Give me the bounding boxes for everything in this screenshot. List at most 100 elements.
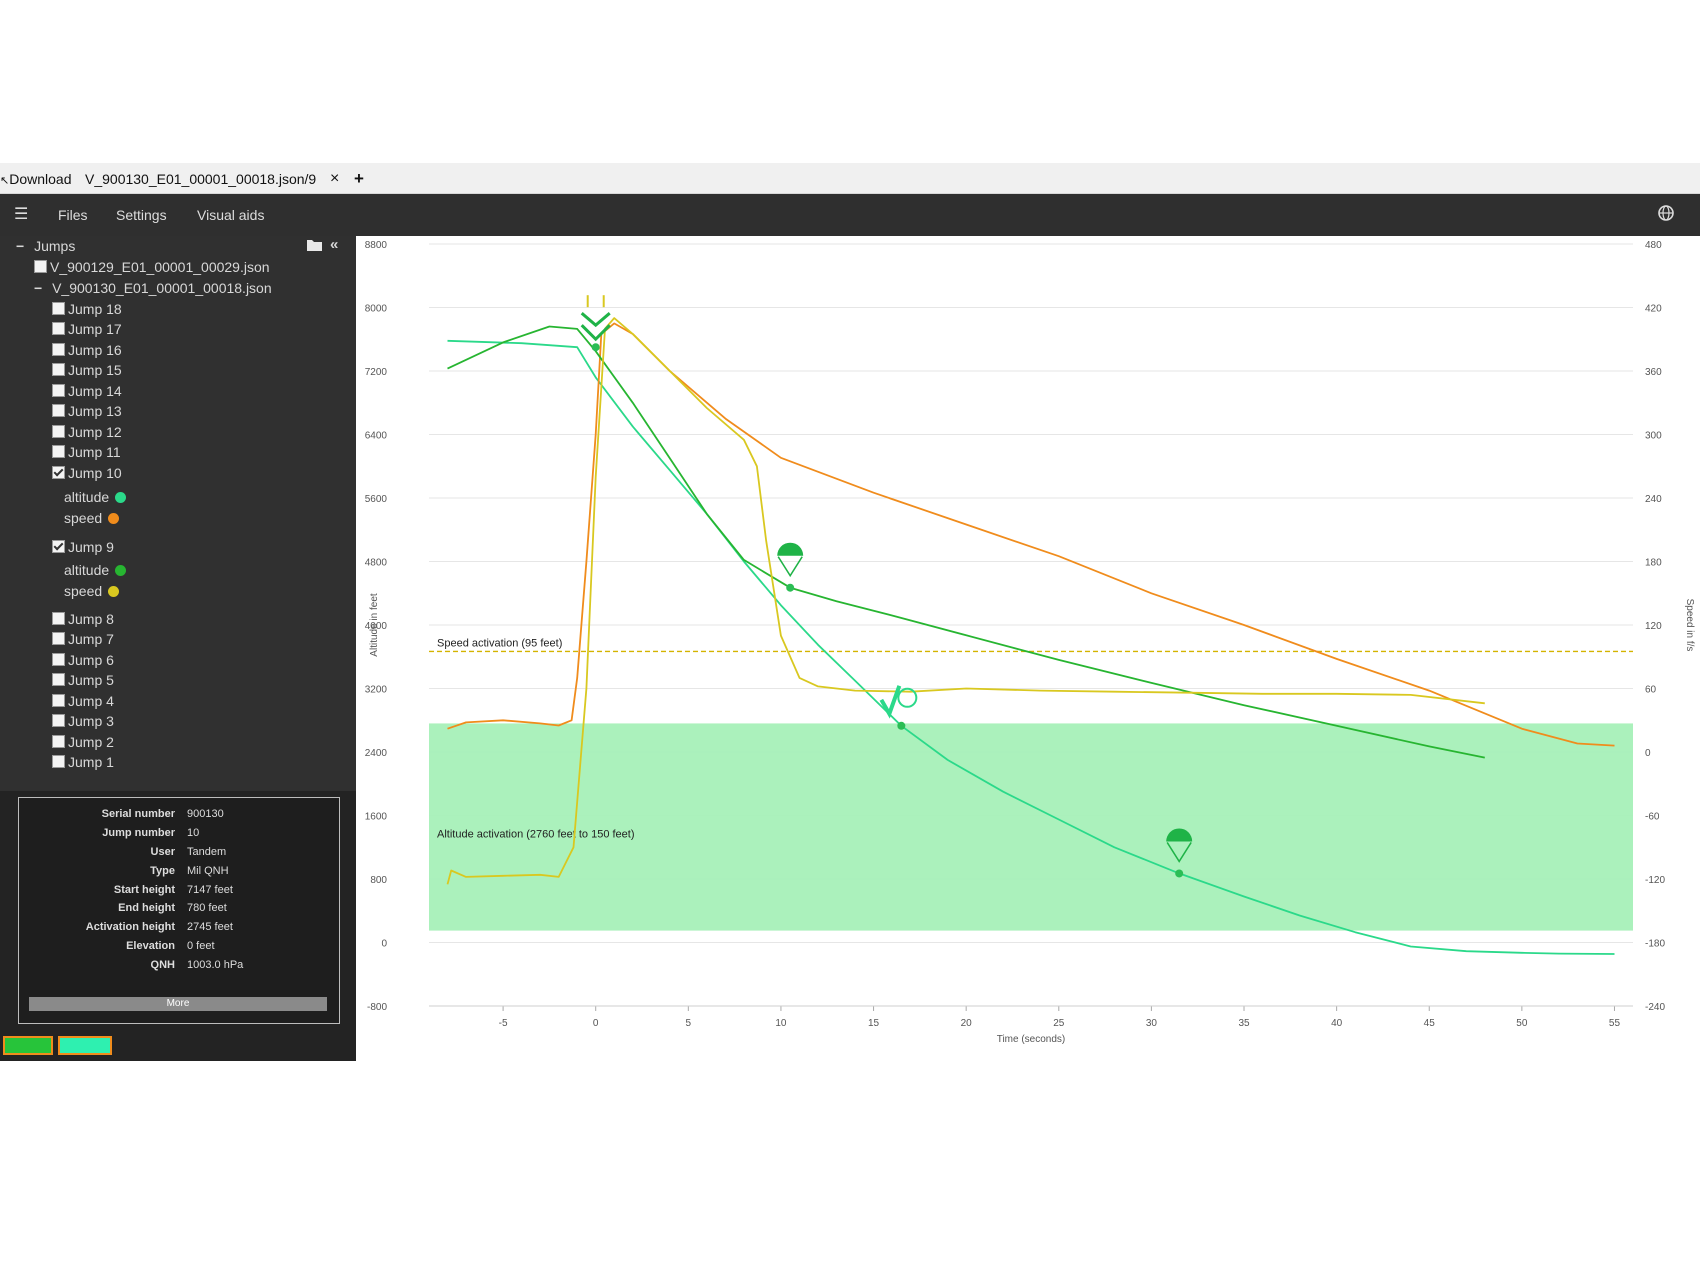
tree-jump-12[interactable]: Jump 12 [52, 423, 122, 442]
jump-label: Jump 1 [68, 754, 114, 770]
tree-jump-14[interactable]: Jump 14 [52, 382, 122, 401]
checkbox[interactable] [52, 673, 65, 686]
y2-tick-label: 240 [1645, 494, 1662, 505]
checkbox[interactable] [52, 302, 65, 315]
add-tab-icon[interactable]: + [354, 169, 364, 188]
checkbox[interactable] [52, 540, 65, 553]
x-tick-label: 30 [1146, 1018, 1158, 1029]
series-speed-jump10[interactable]: speed [64, 509, 120, 528]
tree-jump-18[interactable]: Jump 18 [52, 300, 122, 319]
altitude-speed-chart[interactable]: -800080016002400320040004800560064007200… [357, 236, 1700, 1061]
checkbox[interactable] [52, 322, 65, 335]
chart-area: -800 0 800 1600 2400 3200 4000 4800 5600 6400 7200… [357, 236, 1700, 1061]
jump-label: Jump 9 [68, 539, 114, 555]
altitude-activation-label: Altitude activation (2760 feet to 150 fe… [437, 829, 635, 841]
color-swatch-speed[interactable] [58, 1036, 112, 1055]
jump-label: Jump 18 [68, 301, 122, 317]
hamburger-icon[interactable]: ☰ [14, 206, 29, 223]
y-tick-label: 4800 [365, 558, 388, 569]
file-label: V_900130_E01_00001_00018.json [52, 280, 272, 296]
y2-tick-label: -120 [1645, 875, 1665, 886]
tree-file-1[interactable]: V_900129_E01_00001_00029.json [34, 258, 270, 277]
color-picker-icon[interactable] [115, 565, 127, 576]
checkbox[interactable] [52, 404, 65, 417]
x-tick-label: 25 [1053, 1018, 1065, 1029]
color-picker-icon[interactable] [108, 513, 120, 524]
jump-label: Jump 12 [68, 424, 122, 440]
series-altitude-jump9[interactable]: altitude [64, 561, 127, 580]
tab-download[interactable]: ↖Download [0, 169, 71, 189]
tree-file-2[interactable]: − V_900130_E01_00001_00018.json [34, 279, 272, 298]
tree-jump-2[interactable]: Jump 2 [52, 733, 114, 752]
freefall-icon [580, 312, 611, 342]
x-tick-label: 0 [593, 1018, 599, 1029]
tree-root-jumps[interactable]: − Jumps [16, 237, 75, 256]
y2-axis-title: Speed in f/s [1684, 599, 1695, 652]
tree-jump-5[interactable]: Jump 5 [52, 671, 114, 690]
checkbox[interactable] [52, 735, 65, 748]
y-tick-label: 3200 [365, 685, 388, 696]
tree-root-label: Jumps [34, 238, 76, 254]
series-label: altitude [64, 562, 110, 578]
close-tab-icon[interactable]: × [330, 170, 340, 187]
checkbox[interactable] [52, 694, 65, 707]
checkbox[interactable] [52, 343, 65, 356]
info-value: 1003.0 hPa [187, 959, 244, 971]
menu-visual-aids[interactable]: Visual aids [197, 207, 265, 223]
info-label: Start height [113, 884, 175, 896]
tree-jump-7[interactable]: Jump 7 [52, 630, 114, 649]
y-tick-label: -800 [367, 1002, 387, 1013]
color-picker-icon[interactable] [108, 586, 120, 597]
info-label: End height [118, 902, 175, 914]
tree-jump-3[interactable]: Jump 3 [52, 712, 114, 731]
checkbox[interactable] [52, 445, 65, 458]
y2-tick-label: 420 [1645, 304, 1662, 315]
tree-jump-15[interactable]: Jump 15 [52, 361, 122, 380]
tab-file[interactable]: V_900130_E01_00001_00018.json/9 [85, 169, 316, 189]
menu-settings[interactable]: Settings [116, 207, 167, 223]
x-tick-label: 35 [1238, 1018, 1250, 1029]
checkbox[interactable] [52, 755, 65, 768]
parachute-lines-icon [1166, 842, 1192, 863]
tree-jump-16[interactable]: Jump 16 [52, 341, 122, 360]
checkbox[interactable] [52, 363, 65, 376]
checkbox[interactable] [52, 466, 65, 479]
color-picker-icon[interactable] [115, 492, 127, 503]
collapse-sidebar-icon[interactable]: « [330, 236, 339, 253]
checkbox[interactable] [52, 612, 65, 625]
info-value: 780 feet [187, 902, 227, 914]
y2-tick-label: 60 [1645, 685, 1657, 696]
tree-jump-1[interactable]: Jump 1 [52, 753, 114, 772]
more-button[interactable]: More [29, 997, 327, 1011]
menu-bar: ☰ Files Settings Visual aids [0, 194, 1700, 236]
checkbox[interactable] [34, 260, 47, 273]
checkbox[interactable] [52, 632, 65, 645]
jump-label: Jump 2 [68, 734, 114, 750]
globe-icon[interactable] [1657, 204, 1675, 222]
y2-tick-label: 300 [1645, 431, 1662, 442]
info-value: 2745 feet [187, 921, 233, 933]
tree-jump-13[interactable]: Jump 13 [52, 402, 122, 421]
folder-icon[interactable] [306, 238, 323, 255]
checkbox[interactable] [52, 384, 65, 397]
series-speed-jump9[interactable]: speed [64, 582, 120, 601]
tree-jump-10[interactable]: Jump 10 [52, 464, 122, 483]
tree-jump-6[interactable]: Jump 6 [52, 651, 114, 670]
checkbox[interactable] [52, 653, 65, 666]
tree-jump-11[interactable]: Jump 11 [52, 443, 121, 462]
series-altitude-jump10[interactable]: altitude [64, 488, 127, 507]
cursor-icon: ↖ [0, 175, 10, 187]
tree-jump-17[interactable]: Jump 17 [52, 320, 122, 339]
checkbox[interactable] [52, 714, 65, 727]
collapse-icon[interactable]: − [16, 238, 25, 254]
jump-label: Jump 16 [68, 342, 122, 358]
parachute-icon [777, 542, 804, 556]
tree-jump-8[interactable]: Jump 8 [52, 610, 114, 629]
tree-jump-9[interactable]: Jump 9 [52, 538, 114, 557]
collapse-icon[interactable]: − [34, 280, 43, 296]
menu-files[interactable]: Files [58, 207, 88, 223]
color-swatch-altitude[interactable] [3, 1036, 53, 1055]
checkbox[interactable] [52, 425, 65, 438]
info-value: 7147 feet [187, 884, 233, 896]
tree-jump-4[interactable]: Jump 4 [52, 692, 114, 711]
